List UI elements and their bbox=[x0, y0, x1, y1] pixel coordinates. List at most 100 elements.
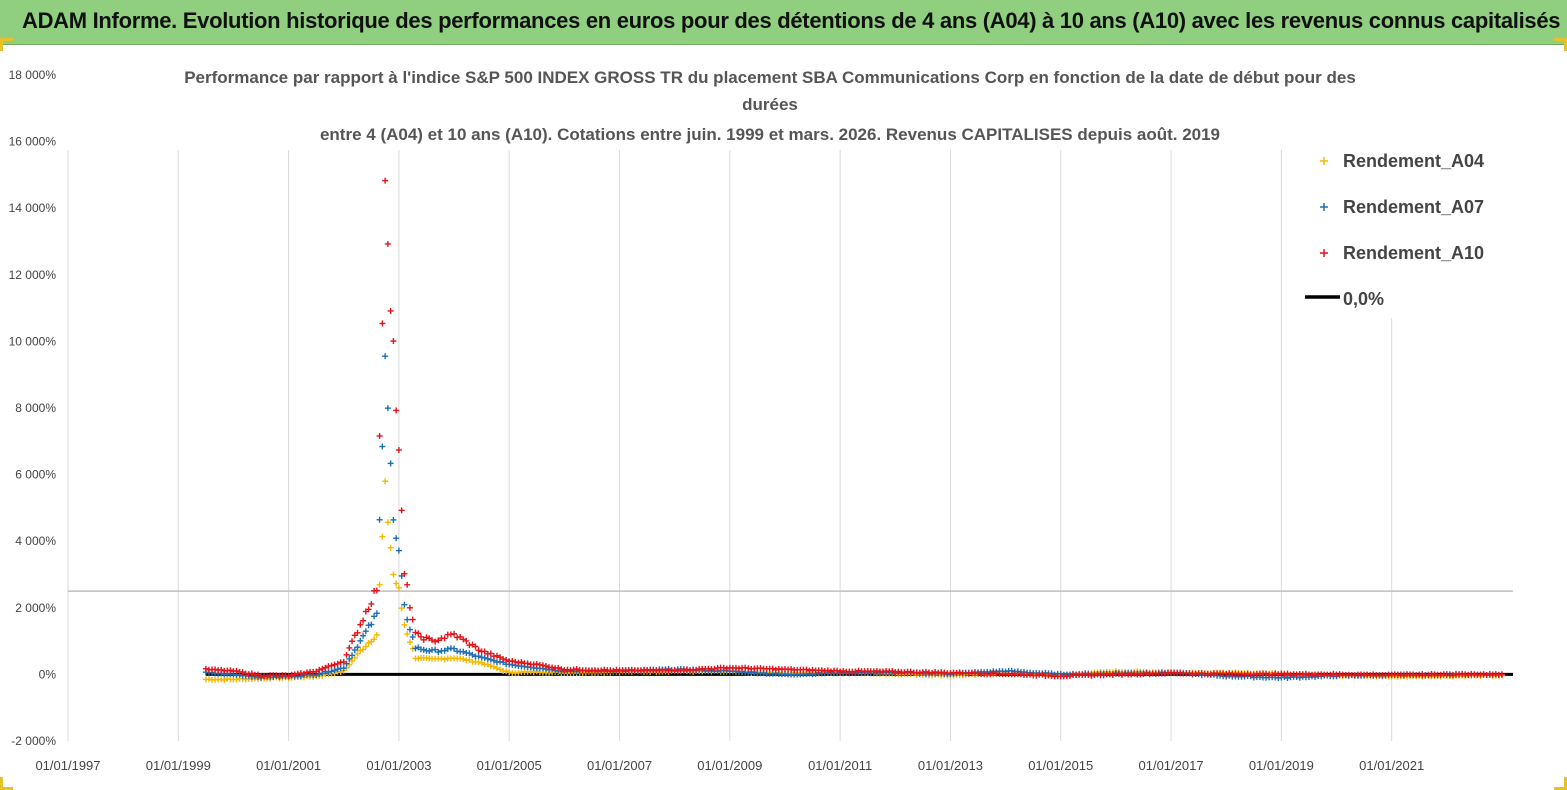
data-point bbox=[360, 646, 367, 653]
data-point bbox=[1327, 671, 1334, 678]
data-point bbox=[316, 666, 323, 673]
data-point bbox=[628, 666, 635, 673]
data-point bbox=[932, 669, 939, 676]
data-point bbox=[1085, 671, 1092, 678]
data-point bbox=[451, 630, 458, 637]
data-point bbox=[542, 662, 549, 669]
data-point bbox=[1033, 672, 1040, 679]
y-tick-label: 6 000% bbox=[15, 468, 56, 482]
data-point bbox=[840, 667, 847, 674]
data-point bbox=[1263, 670, 1270, 677]
data-point bbox=[376, 516, 383, 523]
y-tick-label: 2 000% bbox=[15, 601, 56, 615]
data-point bbox=[398, 507, 405, 514]
data-point bbox=[1281, 671, 1288, 678]
data-point bbox=[227, 667, 234, 674]
x-tick-label: 01/01/2007 bbox=[587, 758, 652, 773]
data-point bbox=[1128, 671, 1135, 678]
data-point bbox=[328, 662, 335, 669]
data-point bbox=[254, 671, 261, 678]
data-point bbox=[518, 659, 525, 666]
data-point bbox=[412, 645, 419, 652]
data-point bbox=[852, 668, 859, 675]
data-point bbox=[965, 670, 972, 677]
data-point bbox=[409, 634, 416, 641]
data-point bbox=[365, 606, 372, 613]
data-point bbox=[395, 584, 402, 591]
data-point bbox=[487, 650, 494, 657]
report-banner: ADAM Informe. Evolution historique des p… bbox=[0, 0, 1567, 45]
data-point bbox=[769, 665, 776, 672]
data-point bbox=[1143, 670, 1150, 677]
data-point bbox=[393, 535, 400, 542]
data-point bbox=[1100, 672, 1107, 679]
data-point bbox=[637, 667, 644, 674]
data-point bbox=[515, 659, 522, 666]
x-tick-label: 01/01/1997 bbox=[35, 758, 100, 773]
data-point bbox=[300, 670, 307, 677]
data-point bbox=[365, 639, 372, 646]
data-point bbox=[384, 519, 391, 526]
x-tick-label: 01/01/2019 bbox=[1249, 758, 1314, 773]
data-point bbox=[346, 655, 353, 662]
data-point bbox=[426, 648, 433, 655]
data-point bbox=[1207, 671, 1214, 678]
data-point bbox=[349, 652, 356, 659]
y-tick-label: 18 000% bbox=[9, 68, 57, 82]
data-point bbox=[693, 666, 700, 673]
y-tick-label: 16 000% bbox=[9, 135, 57, 149]
x-tick-label: 01/01/2005 bbox=[477, 758, 542, 773]
data-point bbox=[393, 580, 400, 587]
data-point bbox=[415, 630, 422, 637]
y-tick-label: 0% bbox=[39, 667, 57, 681]
data-point bbox=[824, 667, 831, 674]
data-point bbox=[1465, 671, 1472, 678]
data-point bbox=[512, 658, 519, 665]
data-point bbox=[371, 636, 378, 643]
data-point bbox=[987, 671, 994, 678]
data-point bbox=[1109, 672, 1116, 679]
data-point bbox=[346, 661, 353, 668]
data-point bbox=[390, 516, 397, 523]
data-point bbox=[390, 338, 397, 345]
data-point bbox=[929, 670, 936, 677]
data-point bbox=[956, 669, 963, 676]
data-point bbox=[395, 547, 402, 554]
data-point bbox=[889, 668, 896, 675]
data-point bbox=[610, 667, 617, 674]
data-point bbox=[346, 644, 353, 651]
data-point bbox=[362, 643, 369, 650]
data-point bbox=[373, 587, 380, 594]
data-point bbox=[1027, 671, 1034, 678]
data-point bbox=[432, 646, 439, 653]
data-point bbox=[441, 647, 448, 654]
data-point bbox=[803, 666, 810, 673]
x-tick-label: 01/01/1999 bbox=[146, 758, 211, 773]
data-point bbox=[438, 655, 445, 662]
data-point bbox=[357, 647, 364, 654]
data-point bbox=[490, 663, 497, 670]
corner-marker bbox=[1554, 38, 1567, 51]
data-point bbox=[404, 616, 411, 623]
data-point bbox=[555, 664, 562, 671]
x-tick-label: 01/01/2021 bbox=[1359, 758, 1424, 773]
data-point bbox=[1269, 671, 1276, 678]
data-point bbox=[218, 666, 225, 673]
y-tick-label: -2 000% bbox=[11, 734, 56, 748]
chart-title-line: entre 4 (A04) et 10 ans (A10). Cotations… bbox=[320, 125, 1220, 144]
x-tick-label: 01/01/2011 bbox=[808, 758, 872, 773]
data-point bbox=[1161, 670, 1168, 677]
data-point bbox=[406, 604, 413, 611]
chart-title-line: durées bbox=[742, 95, 798, 114]
corner-marker bbox=[0, 38, 13, 51]
data-point bbox=[328, 668, 335, 675]
data-point bbox=[285, 673, 292, 680]
data-point bbox=[500, 656, 507, 663]
points-layer bbox=[202, 177, 1513, 683]
data-point bbox=[680, 667, 687, 674]
data-point bbox=[1146, 671, 1153, 678]
data-point bbox=[487, 656, 494, 663]
data-point bbox=[1284, 670, 1291, 677]
legend-marker bbox=[1320, 157, 1328, 165]
